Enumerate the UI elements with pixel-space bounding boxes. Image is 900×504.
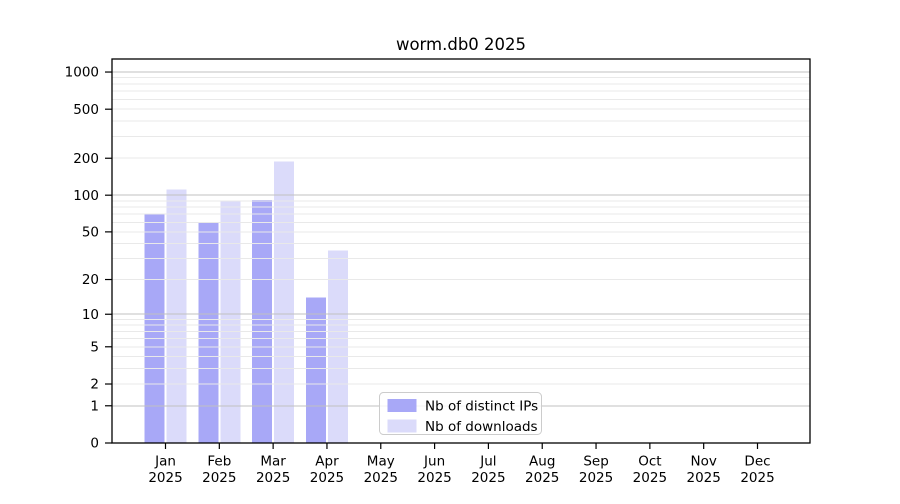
- x-tick-label-apr: Apr: [315, 454, 339, 470]
- y-tick-label-10: 10: [82, 307, 99, 323]
- x-tick-year-jun: 2025: [417, 470, 451, 486]
- x-tick-label-mar: Mar: [260, 454, 286, 470]
- bar-nb-of-downloads-mar: [274, 161, 295, 443]
- x-tick-year-mar: 2025: [256, 470, 290, 486]
- y-tick-label-100: 100: [73, 188, 99, 204]
- y-tick-label-5: 5: [90, 339, 99, 355]
- y-tick-label-200: 200: [73, 151, 99, 167]
- x-tick-label-may: May: [367, 454, 395, 470]
- y-tick-label-0: 0: [90, 436, 99, 452]
- bar-nb-of-distinct-ips-mar: [252, 200, 273, 443]
- y-tick-label-1: 1: [90, 398, 99, 414]
- x-tick-label-oct: Oct: [638, 454, 661, 470]
- legend-item-downloads: Nb of downloads: [387, 419, 538, 435]
- y-tick-label-2: 2: [90, 377, 99, 393]
- x-tick-year-apr: 2025: [310, 470, 344, 486]
- axes-layer: 01251020501002005001000Jan2025Feb2025Mar…: [65, 58, 811, 486]
- x-tick-year-sep: 2025: [579, 470, 613, 486]
- x-tick-year-aug: 2025: [525, 470, 559, 486]
- x-tick-label-jun: Jun: [423, 454, 445, 470]
- x-tick-year-jan: 2025: [148, 470, 182, 486]
- x-tick-label-feb: Feb: [207, 454, 231, 470]
- legend-label-distinct-ips: Nb of distinct IPs: [425, 399, 538, 415]
- x-tick-label-aug: Aug: [529, 454, 555, 470]
- x-tick-year-nov: 2025: [687, 470, 721, 486]
- bar-nb-of-distinct-ips-jan: [144, 214, 165, 443]
- bar-nb-of-distinct-ips-apr: [305, 297, 326, 443]
- x-tick-year-dec: 2025: [740, 470, 774, 486]
- legend-swatch-downloads: [387, 419, 417, 433]
- bar-nb-of-downloads-feb: [220, 201, 241, 443]
- chart-title: worm.db0 2025: [396, 35, 526, 54]
- plot-border: [111, 58, 811, 444]
- x-tick-year-oct: 2025: [633, 470, 667, 486]
- bar-nb-of-downloads-jan: [166, 189, 187, 443]
- legend-swatch-distinct-ips: [387, 399, 417, 412]
- x-tick-label-nov: Nov: [691, 454, 717, 470]
- x-tick-year-jul: 2025: [471, 470, 505, 486]
- y-tick-label-20: 20: [82, 272, 99, 288]
- x-tick-label-jul: Jul: [479, 454, 496, 470]
- y-tick-label-500: 500: [73, 102, 99, 118]
- y-tick-label-50: 50: [82, 225, 99, 241]
- x-tick-year-feb: 2025: [202, 470, 236, 486]
- x-tick-label-dec: Dec: [744, 454, 770, 470]
- x-tick-label-sep: Sep: [583, 454, 608, 470]
- legend-item-distinct-ips: Nb of distinct IPs: [387, 399, 538, 415]
- legend-label-downloads: Nb of downloads: [425, 419, 538, 435]
- x-tick-year-may: 2025: [364, 470, 398, 486]
- y-tick-label-1000: 1000: [65, 65, 99, 81]
- legend-box: [379, 392, 542, 435]
- legend: Nb of distinct IPs Nb of downloads: [379, 392, 542, 435]
- x-tick-label-jan: Jan: [154, 454, 176, 470]
- bar-nb-of-distinct-ips-feb: [198, 223, 219, 443]
